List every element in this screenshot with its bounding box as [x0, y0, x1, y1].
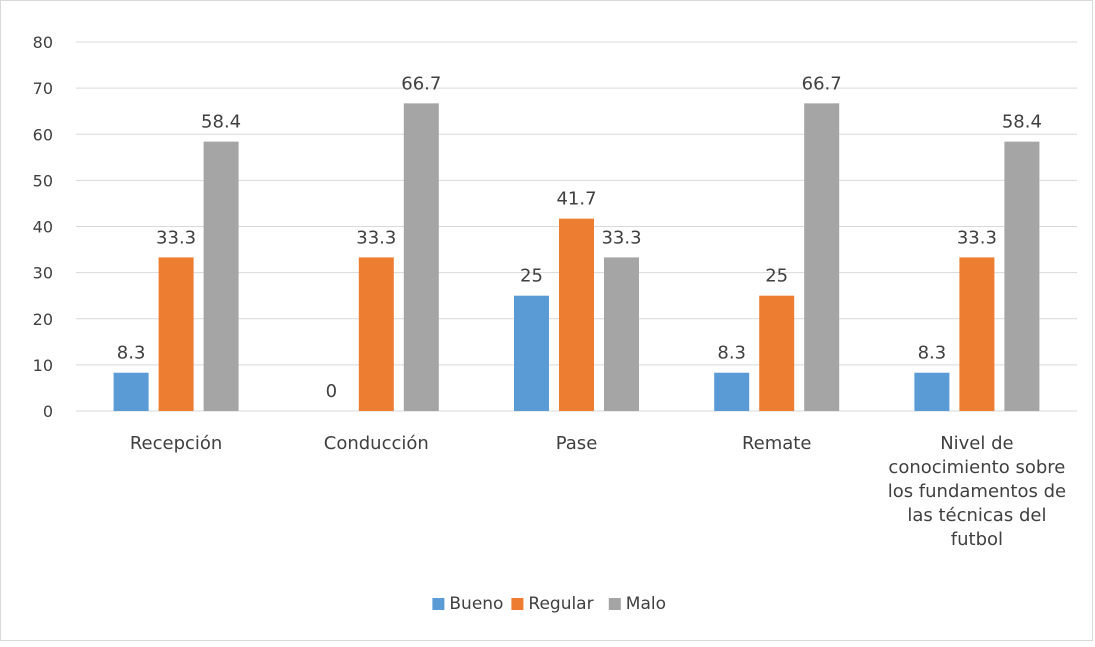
y-axis: 0 10 20 30 40 50 60 70 80	[33, 33, 53, 421]
legend-item-bueno: Bueno	[432, 594, 503, 614]
bar-regular	[158, 257, 194, 411]
y-tick-label: 20	[33, 310, 53, 329]
y-tick-label: 80	[33, 33, 53, 52]
category-label: Pase	[556, 433, 598, 454]
category-label: Conducción	[324, 433, 429, 454]
bar-regular	[759, 295, 795, 411]
y-tick-label: 60	[33, 125, 53, 144]
data-label: 33.3	[601, 227, 641, 248]
data-label: 25	[765, 266, 788, 287]
legend-item-regular: Regular	[511, 594, 594, 614]
category-label: Remate	[742, 433, 811, 454]
bar-regular	[358, 257, 394, 411]
legend-item-malo: Malo	[608, 594, 666, 614]
category-label: Recepción	[130, 433, 223, 454]
data-label: 33.3	[356, 227, 396, 248]
data-label: 66.7	[802, 73, 842, 94]
bar-malo	[403, 103, 439, 411]
legend-label: Malo	[626, 594, 666, 614]
data-label: 8.3	[117, 343, 146, 364]
y-tick-label: 0	[43, 402, 53, 421]
data-label: 33.3	[156, 227, 196, 248]
bar-regular	[959, 257, 995, 411]
data-label: 8.3	[918, 343, 947, 364]
data-label: 41.7	[556, 189, 596, 210]
bars	[113, 103, 1040, 411]
bar-malo	[1004, 141, 1040, 411]
x-axis: Recepción Conducción Pase Remate Nivel de con…	[130, 433, 1066, 550]
bar-malo	[604, 257, 639, 411]
legend-label: Bueno	[449, 594, 503, 614]
legend-label: Regular	[528, 594, 593, 614]
bar-regular	[559, 218, 594, 411]
bar-bueno	[113, 372, 149, 411]
data-label: 58.4	[201, 112, 241, 133]
y-tick-label: 30	[33, 264, 53, 283]
data-label: 8.3	[717, 343, 746, 364]
bar-bueno	[714, 372, 750, 411]
legend-swatch	[511, 598, 524, 610]
data-label: 25	[520, 266, 543, 287]
data-label: 58.4	[1002, 112, 1042, 133]
y-tick-label: 50	[33, 171, 53, 190]
data-label: 66.7	[401, 73, 441, 94]
y-tick-label: 70	[33, 79, 53, 98]
data-label: 0	[326, 381, 337, 402]
legend: Bueno Regular Malo	[432, 594, 666, 614]
bar-bueno	[514, 295, 549, 411]
y-tick-label: 10	[33, 356, 53, 375]
bar-malo	[203, 141, 239, 411]
legend-swatch	[608, 598, 621, 610]
legend-swatch	[432, 598, 445, 610]
bar-bueno	[914, 372, 950, 411]
data-label: 33.3	[957, 227, 997, 248]
y-tick-label: 40	[33, 218, 53, 237]
bar-malo	[804, 103, 840, 411]
category-label: Nivel de conocimiento sobre los fundamento…	[888, 433, 1066, 550]
